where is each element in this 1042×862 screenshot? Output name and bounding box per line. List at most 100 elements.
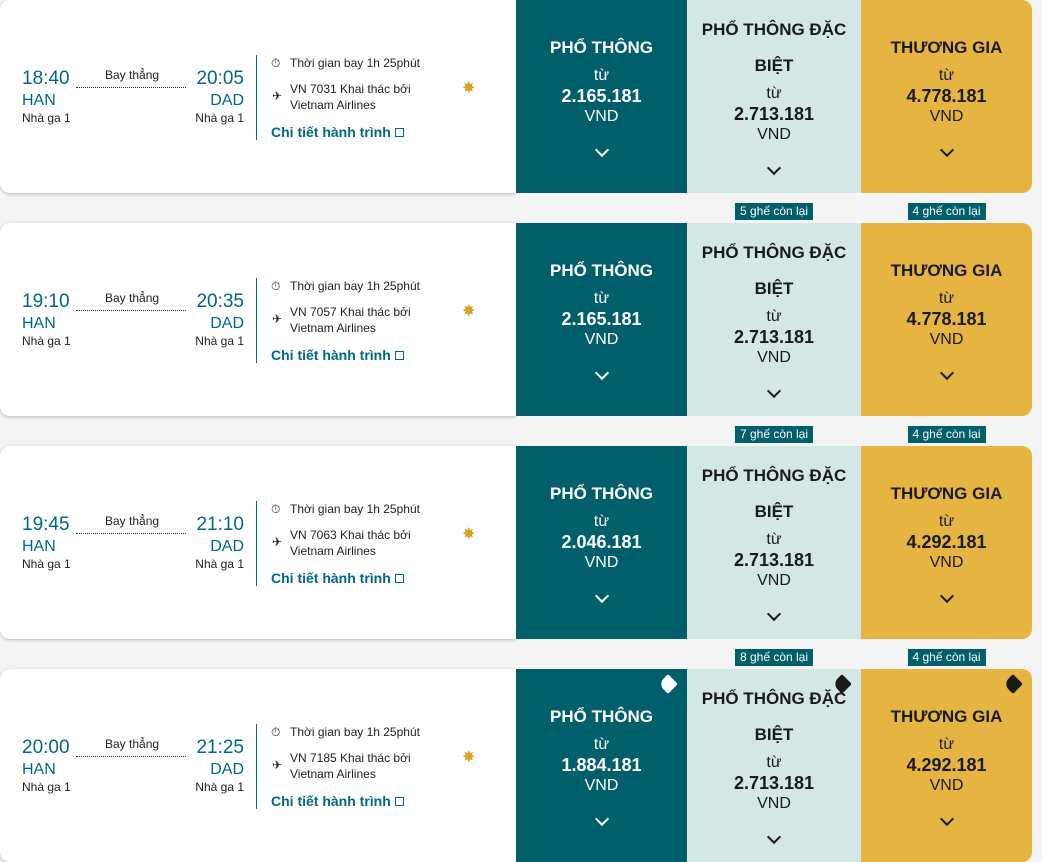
destination: DAD [210, 538, 244, 555]
fare-currency: VND [929, 108, 964, 125]
fare-currency: VND [584, 554, 619, 571]
arrive-time: 21:25 [196, 737, 244, 758]
airline-logo: ✸ [462, 526, 476, 543]
fare-option[interactable]: THƯƠNG GIA từ 4.292.181 VND [861, 669, 1032, 862]
divider [256, 501, 257, 586]
arrive-time: 21:10 [196, 514, 244, 535]
fare-class: THƯƠNG GIA [890, 484, 1003, 503]
flight-card: 19:10 HAN Nhà ga 1 Bay thẳng 20:35 DAD Nhà ga … [0, 203, 1032, 416]
origin: HAN [22, 315, 56, 332]
duration: Thời gian bay 1h 25phút [290, 56, 420, 70]
flight-number: VN 7031 Khai thác bởi [290, 82, 411, 96]
destination-terminal: Nhà ga 1 [195, 557, 244, 571]
flight-card: 18:40 HAN Nhà ga 1 Bay thẳng 20:05 DAD Nhà ga … [0, 0, 1032, 193]
chevron [594, 811, 609, 827]
fare-option[interactable]: PHỔ THÔNG từ 1.884.181 VND [516, 669, 687, 862]
divider [256, 278, 257, 363]
fare-currency: VND [584, 331, 619, 348]
fare-class: PHỔ THÔNG ĐẶC BIỆT [701, 20, 847, 75]
depart-time: 19:45 [22, 514, 70, 535]
depart-time: 18:40 [22, 68, 70, 89]
airline: Vietnam Airlines [290, 767, 376, 781]
fare-price: 4.292.181 [906, 532, 987, 552]
fare-class: PHỔ THÔNG ĐẶC BIỆT [701, 689, 847, 744]
fare-class: PHỔ THÔNG ĐẶC BIỆT [701, 466, 847, 521]
fare-option[interactable]: PHỔ THÔNG ĐẶC BIỆT từ 2.713.181 VND [687, 669, 861, 862]
seats-left: 4 ghế còn lại [907, 649, 986, 666]
fare-class: PHỔ THÔNG ĐẶC BIỆT [701, 243, 847, 298]
fare-option[interactable]: PHỔ THÔNG ĐẶC BIỆT từ 2.713.181 VND [687, 223, 861, 416]
fare-option[interactable]: PHỔ THÔNG ĐẶC BIỆT từ 2.713.181 VND [687, 446, 861, 639]
clock-icon: ⏱ [271, 279, 281, 293]
chevron [766, 606, 782, 622]
fare-currency: VND [757, 795, 791, 812]
duration: Thời gian bay 1h 25phút [290, 725, 420, 739]
airline: Vietnam Airlines [290, 321, 376, 335]
fare-currency: VND [929, 777, 964, 794]
stop-type: Bay thẳng [105, 68, 160, 82]
fare-from: từ [766, 531, 782, 548]
chevron [939, 142, 954, 158]
fare-price: 4.778.181 [906, 86, 987, 106]
destination: DAD [210, 315, 244, 332]
arrive-time: 20:05 [196, 68, 244, 89]
seats-left: 8 ghế còn lại [734, 649, 814, 666]
fare-option[interactable]: PHỔ THÔNG từ 2.165.181 VND [516, 223, 687, 416]
chevron [766, 829, 782, 845]
fare-price: 2.713.181 [733, 327, 815, 347]
clock-icon: ⏱ [271, 56, 281, 70]
plane-icon: ✈ [272, 89, 283, 103]
details-link[interactable]: Chi tiết hành trình [271, 347, 391, 363]
fare-from: từ [766, 754, 782, 771]
plane-icon: ✈ [272, 312, 283, 326]
clock-icon: ⏱ [271, 725, 281, 739]
fare-from: từ [593, 736, 610, 753]
external-icon [395, 574, 404, 583]
fare-currency: VND [584, 777, 619, 794]
stop-type: Bay thẳng [105, 514, 160, 528]
destination-terminal: Nhà ga 1 [195, 111, 244, 125]
chevron [594, 365, 609, 381]
origin: HAN [22, 538, 56, 555]
fare-class: PHỔ THÔNG [550, 38, 653, 57]
fare-price: 4.778.181 [906, 309, 987, 329]
flight-number: VN 7057 Khai thác bởi [290, 305, 411, 319]
destination: DAD [210, 761, 244, 778]
chevron [766, 383, 782, 399]
airline: Vietnam Airlines [290, 98, 376, 112]
flight-info: 18:40 HAN Nhà ga 1 Bay thẳng 20:05 DAD Nhà ga … [0, 0, 516, 193]
origin: HAN [22, 761, 56, 778]
fare-price: 2.165.181 [561, 309, 642, 329]
plane-icon: ✈ [272, 758, 283, 772]
divider [256, 55, 257, 140]
flight-info: 19:10 HAN Nhà ga 1 Bay thẳng 20:35 DAD Nhà ga … [0, 223, 516, 416]
seats-left: 7 ghế còn lại [734, 426, 814, 443]
fare-currency: VND [757, 572, 791, 589]
external-icon [395, 351, 404, 360]
flight-info: 20:00 HAN Nhà ga 1 Bay thẳng 21:25 DAD Nhà ga … [0, 669, 516, 862]
fare-option[interactable]: THƯƠNG GIA từ 4.778.181 VND [861, 0, 1032, 193]
details-link[interactable]: Chi tiết hành trình [271, 124, 391, 140]
airline: Vietnam Airlines [290, 544, 376, 558]
airline-logo: ✸ [462, 749, 476, 766]
fare-option[interactable]: PHỔ THÔNG ĐẶC BIỆT từ 2.713.181 VND [687, 0, 861, 193]
divider [256, 724, 257, 809]
fare-option[interactable]: THƯƠNG GIA từ 4.778.181 VND [861, 223, 1032, 416]
fare-from: từ [766, 85, 782, 102]
chevron [939, 811, 954, 827]
chevron [939, 588, 954, 604]
details-link[interactable]: Chi tiết hành trình [271, 793, 391, 809]
route-line [76, 87, 186, 88]
depart-time: 19:10 [22, 291, 70, 312]
fare-option[interactable]: PHỔ THÔNG từ 2.046.181 VND [516, 446, 687, 639]
stop-type: Bay thẳng [105, 291, 160, 305]
details-link[interactable]: Chi tiết hành trình [271, 570, 391, 586]
fare-option[interactable]: THƯƠNG GIA từ 4.292.181 VND [861, 446, 1032, 639]
fare-currency: VND [929, 554, 964, 571]
airline-logo: ✸ [462, 80, 476, 97]
fare-option[interactable]: PHỔ THÔNG từ 2.165.181 VND [516, 0, 687, 193]
origin: HAN [22, 92, 56, 109]
flight-info: 19:45 HAN Nhà ga 1 Bay thẳng 21:10 DAD Nhà ga … [0, 446, 516, 639]
fare-currency: VND [584, 108, 619, 125]
